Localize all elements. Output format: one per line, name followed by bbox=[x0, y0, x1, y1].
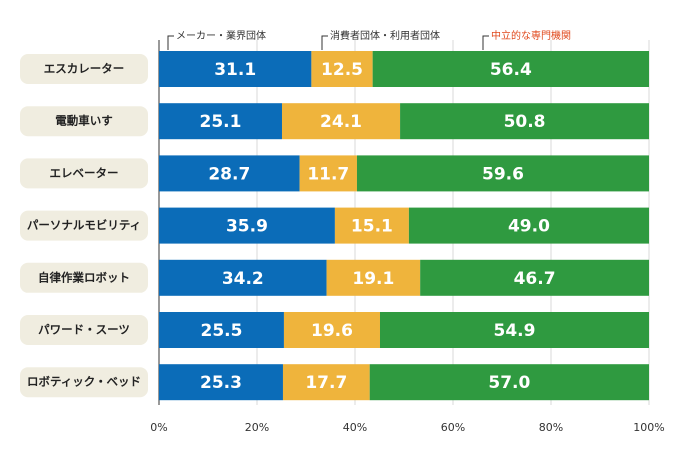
category-box bbox=[20, 262, 148, 293]
bar-segment bbox=[369, 364, 649, 401]
value-label: 24.1 bbox=[320, 112, 362, 132]
bar-segment bbox=[356, 155, 649, 192]
bar-segment bbox=[408, 207, 649, 244]
value-label: 56.4 bbox=[490, 60, 532, 80]
value-label: 19.6 bbox=[311, 321, 353, 341]
category-box bbox=[20, 315, 148, 345]
value-label: 15.1 bbox=[351, 217, 393, 237]
x-tick-label: 100% bbox=[633, 421, 664, 434]
value-label: 19.1 bbox=[352, 269, 394, 289]
bar-segment bbox=[159, 364, 283, 401]
bar-segment bbox=[311, 51, 373, 87]
bar-segment bbox=[372, 51, 649, 87]
y-tick-label: 自律作業ロボット bbox=[38, 270, 130, 284]
bar-segment bbox=[420, 259, 649, 296]
bar-segment bbox=[159, 312, 284, 348]
value-label: 25.3 bbox=[200, 373, 242, 393]
bar-segment bbox=[326, 259, 421, 296]
bar-segment bbox=[379, 312, 649, 348]
bar-segment bbox=[159, 155, 300, 192]
y-tick-label: パワード・スーツ bbox=[38, 323, 130, 337]
value-label: 12.5 bbox=[321, 60, 363, 80]
value-label: 49.0 bbox=[508, 217, 550, 237]
bar-segment bbox=[281, 103, 401, 140]
value-label: 31.1 bbox=[214, 60, 256, 80]
bar-segment bbox=[400, 103, 649, 140]
category-box bbox=[20, 106, 148, 137]
category-box bbox=[20, 158, 148, 189]
legend-label: 消費者団体・利用者団体 bbox=[330, 29, 440, 42]
bar-segment bbox=[282, 364, 370, 401]
x-tick-label: 40% bbox=[343, 421, 367, 434]
legend-bracket bbox=[321, 35, 328, 50]
y-tick-label: エレベーター bbox=[50, 166, 119, 180]
bar-segment bbox=[299, 155, 357, 192]
bar-segment bbox=[283, 312, 380, 348]
value-label: 54.9 bbox=[494, 321, 536, 341]
value-label: 46.7 bbox=[514, 269, 556, 289]
legend-bracket bbox=[482, 35, 489, 50]
x-tick-label: 20% bbox=[245, 421, 269, 434]
category-box bbox=[20, 210, 148, 241]
bar-segment bbox=[159, 51, 312, 87]
bar-segment bbox=[159, 103, 282, 140]
value-label: 17.7 bbox=[305, 373, 347, 393]
value-label: 34.2 bbox=[222, 269, 264, 289]
y-tick-label: パーソナルモビリティ bbox=[27, 218, 141, 232]
bar-segment bbox=[159, 207, 335, 244]
value-label: 57.0 bbox=[488, 373, 530, 393]
value-label: 59.6 bbox=[482, 164, 524, 184]
legend-bracket bbox=[167, 35, 174, 50]
value-label: 25.5 bbox=[200, 321, 242, 341]
category-box bbox=[20, 54, 148, 84]
legend-label: 中立的な専門機関 bbox=[491, 29, 571, 42]
x-tick-label: 0% bbox=[150, 421, 167, 434]
x-tick-label: 60% bbox=[441, 421, 465, 434]
value-label: 25.1 bbox=[200, 112, 242, 132]
y-tick-label: エスカレーター bbox=[44, 62, 125, 76]
bar-segment bbox=[334, 207, 409, 244]
x-tick-label: 80% bbox=[539, 421, 563, 434]
y-tick-label: ロボティック・ベッド bbox=[27, 375, 141, 389]
y-tick-label: 電動車いす bbox=[55, 114, 113, 128]
value-label: 50.8 bbox=[504, 112, 546, 132]
bar-segment bbox=[159, 259, 327, 296]
value-label: 28.7 bbox=[208, 164, 250, 184]
value-label: 11.7 bbox=[307, 164, 349, 184]
legend-label: メーカー・業界団体 bbox=[176, 29, 266, 42]
category-box bbox=[20, 367, 148, 398]
value-label: 35.9 bbox=[226, 217, 268, 237]
